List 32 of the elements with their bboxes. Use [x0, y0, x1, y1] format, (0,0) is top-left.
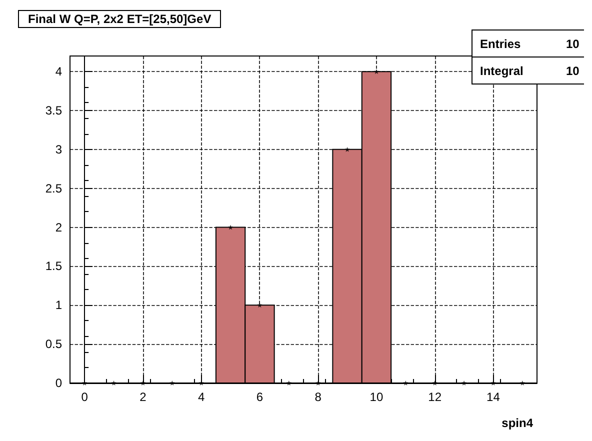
y-tick-label: 2.5	[45, 181, 62, 196]
x-tick-label: 0	[81, 390, 88, 404]
chart-title: Final W Q=P, 2x2 ET=[25,50]GeV	[28, 12, 212, 26]
point	[286, 380, 292, 386]
text: 10	[566, 37, 580, 51]
annotation: Integral	[480, 64, 524, 78]
point	[316, 380, 321, 386]
y-tick-label: 0	[55, 376, 62, 390]
point	[228, 224, 234, 230]
text: 10	[566, 64, 580, 78]
y-tick-label: 4	[55, 64, 62, 79]
point	[520, 380, 525, 386]
point	[374, 69, 379, 74]
y-tick-label: 0.5	[45, 337, 62, 352]
x-axis-title: spin4	[502, 416, 534, 430]
x-tick-label: 6	[256, 390, 264, 404]
x-tick-label: 10	[370, 390, 384, 404]
point	[462, 380, 467, 386]
x-tick-label: 4	[198, 390, 205, 404]
y-tick-label: 3	[55, 142, 62, 156]
x-tick-label: 8	[314, 390, 322, 404]
x-tick-label: 14	[486, 390, 500, 404]
y-tick-label: 3.5	[45, 104, 62, 118]
y-tick-label: 1.5	[45, 259, 62, 274]
point	[344, 146, 350, 152]
y-tick-label: 2	[55, 220, 62, 234]
x-tick-label: 12	[428, 390, 442, 404]
x-tick-label: 2	[140, 390, 147, 404]
point	[140, 380, 146, 386]
y-tick-label: 1	[55, 298, 62, 312]
text: Entries	[480, 37, 522, 51]
point	[257, 302, 262, 308]
